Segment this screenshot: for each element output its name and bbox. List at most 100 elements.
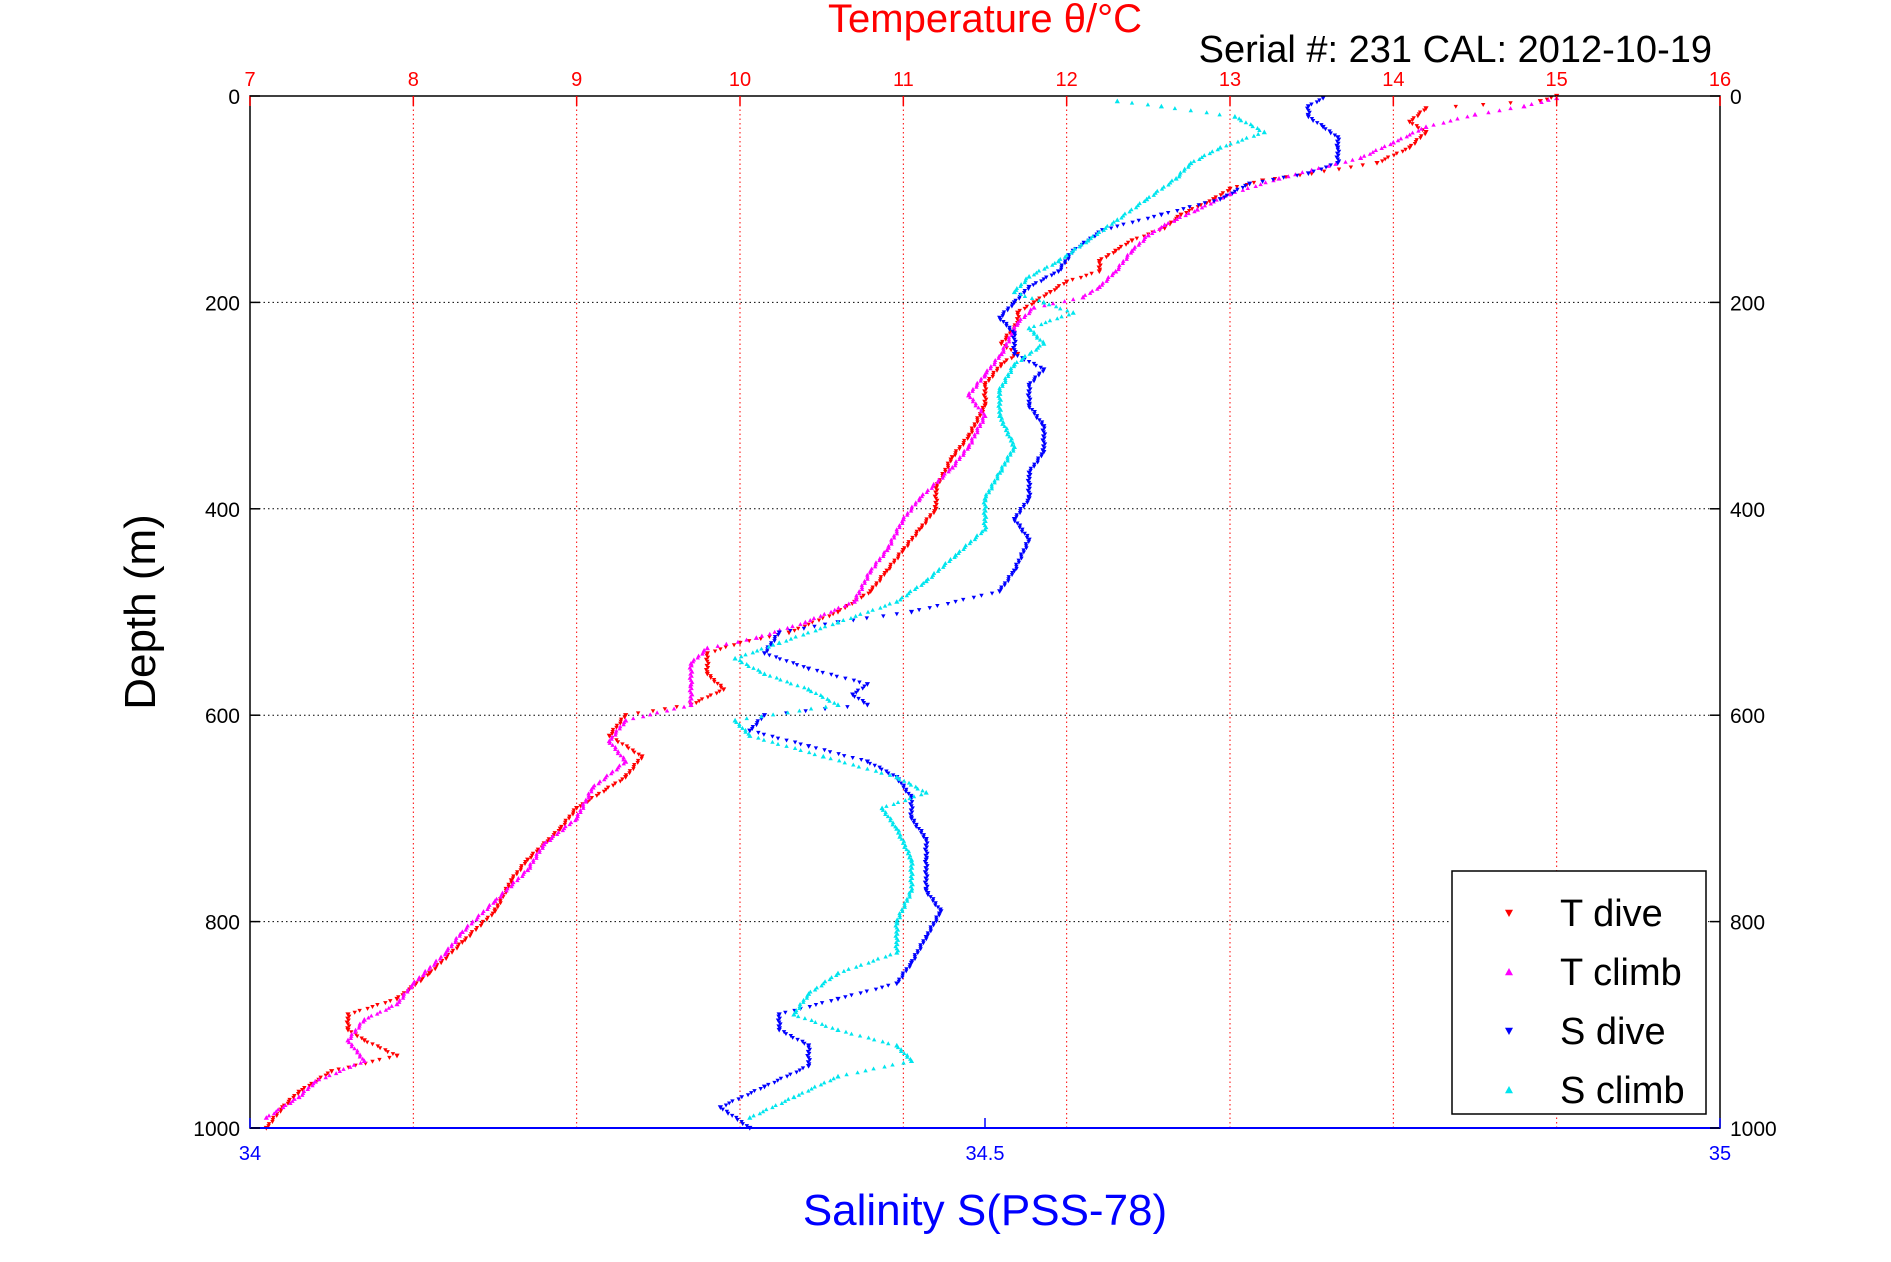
data-point-interp	[1026, 311, 1032, 316]
data-point-interp	[1129, 100, 1135, 105]
data-point-interp	[627, 771, 632, 776]
data-point	[459, 929, 465, 934]
data-point-interp	[925, 851, 930, 856]
data-point-interp	[1028, 492, 1033, 497]
data-point	[1521, 103, 1527, 109]
data-point-interp	[854, 964, 859, 969]
data-point-interp	[995, 474, 1000, 479]
data-point-interp	[743, 727, 748, 732]
data-point-interp	[1257, 127, 1262, 132]
data-point-interp	[886, 1041, 891, 1046]
data-point-interp	[886, 543, 891, 548]
data-point-interp	[897, 913, 902, 918]
data-point-interp	[862, 578, 867, 583]
data-point-interp	[934, 917, 939, 922]
data-point-interp	[895, 1045, 901, 1050]
data-point-interp	[1017, 525, 1022, 530]
data-point-interp	[615, 751, 621, 756]
data-point-interp	[784, 738, 789, 743]
data-point-interp	[807, 1051, 812, 1056]
data-point-interp	[1350, 157, 1355, 162]
data-point-interp	[1021, 502, 1027, 507]
data-point-interp	[609, 734, 615, 739]
data-point-interp	[796, 1092, 802, 1097]
data-point	[835, 609, 841, 615]
data-point-interp	[848, 615, 854, 620]
data-point-interp	[854, 597, 859, 602]
data-point-interp	[1083, 240, 1089, 245]
data-point-interp	[978, 409, 984, 414]
data-point-interp	[782, 1098, 788, 1103]
data-point-interp	[1549, 95, 1554, 100]
data-point	[1096, 259, 1102, 264]
data-point-interp	[791, 661, 796, 666]
data-point-interp	[609, 736, 614, 741]
data-point-interp	[386, 1005, 392, 1010]
data-point-interp	[1003, 337, 1008, 342]
data-point	[761, 713, 768, 718]
data-point-interp	[1011, 364, 1017, 369]
data-point	[806, 1043, 812, 1049]
data-point-interp	[635, 711, 641, 716]
data-point-interp	[1037, 337, 1043, 342]
data-point-interp	[989, 482, 994, 487]
data-point-interp	[923, 853, 928, 858]
data-point-interp	[712, 679, 717, 684]
data-point-interp	[462, 938, 468, 943]
data-point-interp	[518, 868, 523, 873]
data-point-interp	[397, 997, 402, 1002]
data-point-interp	[620, 742, 625, 747]
data-point-interp	[1014, 564, 1019, 569]
data-point-interp	[924, 868, 929, 873]
data-point	[1026, 274, 1032, 279]
data-point-interp	[1025, 498, 1030, 503]
data-point-interp	[480, 911, 485, 916]
data-point-interp	[989, 591, 995, 596]
data-point	[1309, 171, 1315, 176]
data-point-interp	[1124, 256, 1129, 261]
data-point	[791, 1011, 797, 1017]
data-point	[1194, 206, 1200, 212]
data-point-interp	[1035, 456, 1041, 461]
data-point-interp	[580, 801, 586, 806]
data-point-interp	[1373, 147, 1378, 152]
data-point-interp	[906, 591, 911, 596]
data-point-interp	[449, 942, 455, 947]
data-point-interp	[285, 1101, 291, 1106]
data-point-interp	[1111, 219, 1116, 224]
data-point-interp	[1379, 146, 1384, 151]
data-point-interp	[914, 585, 919, 589]
data-point	[923, 888, 929, 894]
data-point-interp	[957, 457, 962, 462]
data-point-interp	[1016, 315, 1022, 320]
data-point-interp	[581, 805, 586, 810]
data-point-interp	[1157, 226, 1162, 231]
data-point	[850, 692, 856, 698]
data-point-interp	[874, 581, 879, 586]
data-point-interp	[1125, 252, 1130, 257]
data-point-interp	[948, 459, 953, 464]
data-point-interp	[1270, 177, 1276, 182]
data-point-interp	[527, 865, 533, 870]
data-point-interp	[288, 1101, 293, 1105]
data-point-interp	[900, 971, 906, 976]
data-point-interp	[1116, 267, 1121, 272]
data-point-interp	[316, 1077, 322, 1082]
data-point-interp	[832, 607, 837, 612]
data-point-interp	[1286, 174, 1291, 179]
data-point-interp	[353, 1027, 358, 1032]
data-point-interp	[978, 378, 983, 383]
data-point-interp	[1018, 284, 1023, 289]
data-point-interp	[1207, 151, 1212, 156]
data-point-interp	[909, 810, 915, 815]
data-point-interp	[801, 632, 806, 637]
data-point-interp	[1031, 324, 1037, 329]
data-point-interp	[870, 607, 875, 612]
data-point-interp	[901, 1050, 907, 1055]
data-point-interp	[1052, 260, 1058, 265]
data-point-interp	[924, 872, 929, 877]
data-point-interp	[813, 691, 819, 696]
data-point-interp	[973, 401, 978, 406]
data-point-interp	[885, 814, 891, 819]
